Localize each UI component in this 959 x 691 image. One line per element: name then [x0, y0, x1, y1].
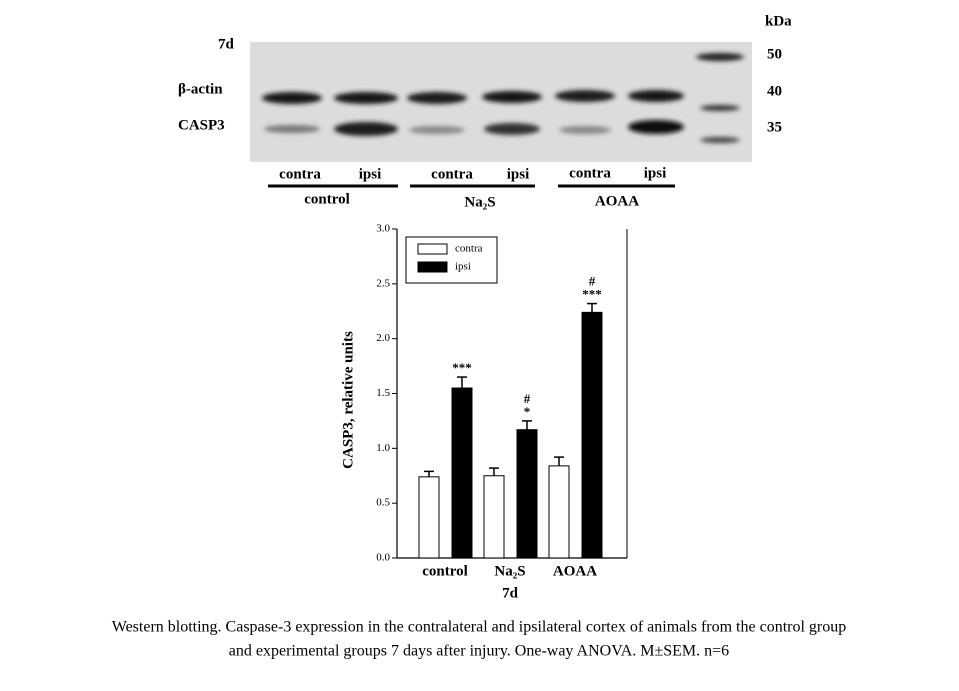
blot-time: 7d [218, 36, 235, 52]
kda-label: 50 [767, 46, 782, 62]
y-tick-label: 0.0 [376, 552, 390, 564]
significance-mark: # [524, 391, 531, 406]
bar [581, 311, 603, 559]
lane-label: ipsi [644, 165, 667, 181]
legend-label: ipsi [455, 261, 471, 273]
y-tick-label: 2.5 [376, 277, 390, 289]
y-tick-label: 1.0 [376, 442, 390, 454]
lane-label: ipsi [507, 166, 530, 182]
bar [451, 387, 473, 559]
bar [483, 475, 505, 559]
y-axis-label: CASP3, relative units [340, 331, 356, 469]
significance-mark: * [524, 404, 531, 419]
blot-bands [262, 53, 744, 143]
y-tick-label: 3.0 [376, 223, 390, 235]
kda-label: 35 [767, 119, 782, 135]
kda-label: 40 [767, 83, 782, 99]
legend-swatch [417, 261, 448, 273]
x-tick-label: control [422, 563, 468, 579]
blot-row-label: β-actin [178, 81, 223, 97]
legend-swatch [417, 243, 448, 255]
group-label: AOAA [595, 193, 639, 209]
group-label: Na₂S [464, 194, 495, 210]
lane-label: contra [569, 165, 611, 181]
significance-mark: # [589, 274, 596, 289]
caption-line: and experimental groups 7 days after inj… [229, 643, 729, 660]
group-label: control [304, 191, 350, 207]
x-tick-label: AOAA [553, 563, 597, 579]
blot-row-label: CASP3 [178, 117, 225, 133]
bar [418, 476, 440, 559]
bar [548, 465, 570, 559]
bar [516, 429, 538, 559]
y-tick-label: 0.5 [376, 497, 390, 509]
kda-title: kDa [765, 13, 792, 29]
lane-label: contra [431, 166, 473, 182]
y-tick-label: 2.0 [376, 332, 390, 344]
lane-label: contra [279, 166, 321, 182]
y-tick-label: 1.5 [376, 387, 390, 399]
caption-line: Western blotting. Caspase-3 expression i… [112, 619, 846, 636]
significance-mark: *** [582, 287, 602, 302]
legend-label: contra [455, 243, 483, 255]
x-tick-label: Na₂S [494, 563, 525, 579]
lane-label: ipsi [359, 166, 382, 182]
x-axis-label: 7d [502, 585, 519, 601]
significance-mark: *** [452, 360, 472, 375]
